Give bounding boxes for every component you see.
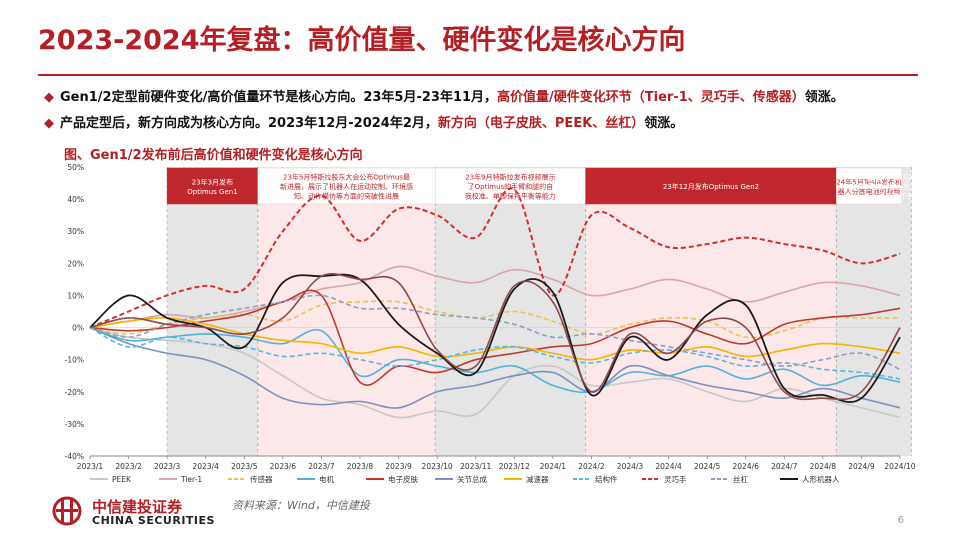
title-divider <box>38 74 918 76</box>
legend-label: 灵巧手 <box>664 474 687 484</box>
bullet-2-part-3: 领涨。 <box>644 116 684 131</box>
shaded-period-2 <box>435 167 586 456</box>
series-line-人形机器人 <box>89 273 901 403</box>
x-tick-label: 2024/9 <box>848 462 875 471</box>
annotation-text-3-0: 23年12月发布Optimus Gen2 <box>663 182 759 191</box>
series-line-电机 <box>89 326 901 394</box>
annotation-text-1-0: 23年5月特斯拉股东大会公布Optimus最 <box>283 173 410 182</box>
y-tick-label: 20% <box>67 259 84 268</box>
x-tick-label: 2023/5 <box>231 462 258 471</box>
bullet-1-part-3: 领涨。 <box>804 90 844 105</box>
x-tick-label: 2024/6 <box>733 462 760 471</box>
x-tick-label: 2024/1 <box>540 462 567 471</box>
legend-label: 减速器 <box>526 474 549 484</box>
series-line-结构件 <box>89 326 901 380</box>
figure-title: 图、Gen1/2发布前后高价值和硬件变化是核心方向 <box>64 148 363 163</box>
legend-label: 人形机器人 <box>802 474 840 484</box>
x-tick-label: 2024/3 <box>617 462 644 471</box>
page-number: 6 <box>897 515 904 526</box>
annotation-box-3 <box>585 167 837 205</box>
bullet-1-part-2: 高价值量/硬件变化环节（Tier-1、灵巧手、传感器） <box>497 90 805 105</box>
x-tick-label: 2023/6 <box>270 462 297 471</box>
series-line-关节总成 <box>89 326 901 409</box>
legend-label: 传感器 <box>250 474 273 484</box>
x-tick-label: 2023/2 <box>115 462 142 471</box>
annotation-text-2-2: 我校准、单脚保持平衡等能力 <box>465 192 556 201</box>
x-tick-label: 2023/9 <box>385 462 412 471</box>
series-line-灵巧手 <box>89 187 901 329</box>
x-tick-label: 2023/12 <box>499 462 530 471</box>
legend-label: Tier-1 <box>180 475 202 484</box>
x-tick-label: 2024/5 <box>694 462 721 471</box>
legend-label: 电机 <box>319 474 334 484</box>
annotation-text-2-1: 了Optimus的手臂和腿的自 <box>468 182 554 191</box>
legend-label: 电子皮肤 <box>388 474 418 484</box>
legend-label: 关节总成 <box>457 474 487 484</box>
x-tick-label: 2023/1 <box>77 462 104 471</box>
annotation-text-4-0: 24年5月Tesla发布机 <box>836 177 902 186</box>
x-tick-label: 2024/10 <box>884 462 915 471</box>
x-tick-label: 2023/11 <box>460 462 491 471</box>
x-tick-label: 2023/10 <box>422 462 453 471</box>
annotation-text-5-1: 预计24年底开始小批量试产，目标25年 <box>845 182 960 191</box>
annotation-text-5-0: 24年7月股东大会马斯克表示Optimus <box>847 173 960 182</box>
y-tick-label: -40% <box>65 452 84 461</box>
annotation-box-0 <box>166 167 259 205</box>
y-tick-label: -20% <box>65 388 84 397</box>
company-name-cn: 中信建投证券 <box>92 498 183 516</box>
annotation-box-1 <box>257 167 436 205</box>
bullet-2-part-1: 产品定型后，新方向成为核心方向。2023年12月-2024年2月， <box>60 116 438 131</box>
bullet-diamond-icon: ◆ <box>44 116 54 131</box>
y-tick-label: -30% <box>65 420 84 429</box>
bullet-point-1: ◆ Gen1/2定型前硬件变化/高价值量环节是核心方向。23年5月-23年11月，… <box>44 86 844 105</box>
shaded-period-1 <box>257 167 436 456</box>
bullet-2-part-2: 新方向（电子皮肤、PEEK、丝杠） <box>437 116 645 131</box>
legend-label: 结构件 <box>595 474 618 484</box>
series-line-PEEK <box>89 326 901 419</box>
series-line-传感器 <box>89 300 900 339</box>
y-tick-label: 10% <box>67 291 84 300</box>
x-tick-label: 2023/4 <box>193 462 220 471</box>
series-line-丝杠 <box>89 294 901 371</box>
legend-label: 丝杠 <box>733 474 748 484</box>
annotation-box-2 <box>434 167 586 205</box>
x-tick-label: 2023/7 <box>308 462 335 471</box>
bullet-diamond-icon: ◆ <box>44 90 54 105</box>
company-name-en: CHINA SECURITIES <box>92 514 215 527</box>
y-tick-label: -10% <box>65 356 84 365</box>
source-note: 资料来源：Wind，中信建投 <box>232 499 370 512</box>
legend-label: PEEK <box>112 475 132 484</box>
annotation-text-4-1: 器人分拣电池的视频 <box>838 187 901 196</box>
shaded-period-4 <box>836 167 912 456</box>
annotation-text-0-1: Optimus Gen1 <box>187 188 237 196</box>
x-tick-label: 2024/8 <box>810 462 837 471</box>
annotation-box-4 <box>836 167 903 205</box>
annotation-text-1-2: 知、动作模仿等方面的突破性进展 <box>294 192 399 201</box>
series-line-电子皮肤 <box>89 289 901 386</box>
series-line-减速器 <box>89 317 901 361</box>
company-logo-icon <box>52 496 82 526</box>
y-tick-label: 40% <box>67 195 84 204</box>
y-tick-label: 30% <box>67 227 84 236</box>
y-tick-label: 0% <box>72 324 84 333</box>
annotation-text-2-0: 23年9月特斯拉发布视频展示 <box>465 173 555 182</box>
page-title: 2023-2024年复盘：高价值量、硬件变化是核心方向 <box>38 25 686 56</box>
x-tick-label: 2023/3 <box>154 462 181 471</box>
x-tick-label: 2024/2 <box>578 462 605 471</box>
x-tick-label: 2024/4 <box>655 462 682 471</box>
y-tick-label: 50% <box>67 163 84 172</box>
annotation-text-0-0: 23年3月发布 <box>192 177 233 186</box>
x-tick-label: 2024/7 <box>771 462 798 471</box>
x-tick-label: 2023/8 <box>347 462 374 471</box>
annotation-text-5-2: 生产数千至一万台 <box>879 192 935 201</box>
annotation-text-1-1: 新进展，展示了机器人在运动控制、环境感 <box>280 182 413 191</box>
bullet-point-2: ◆ 产品定型后，新方向成为核心方向。2023年12月-2024年2月，新方向（电子… <box>44 112 683 131</box>
bullet-1-part-1: Gen1/2定型前硬件变化/高价值量环节是核心方向。23年5月-23年11月， <box>60 90 498 105</box>
series-line-series-11 <box>89 273 901 401</box>
